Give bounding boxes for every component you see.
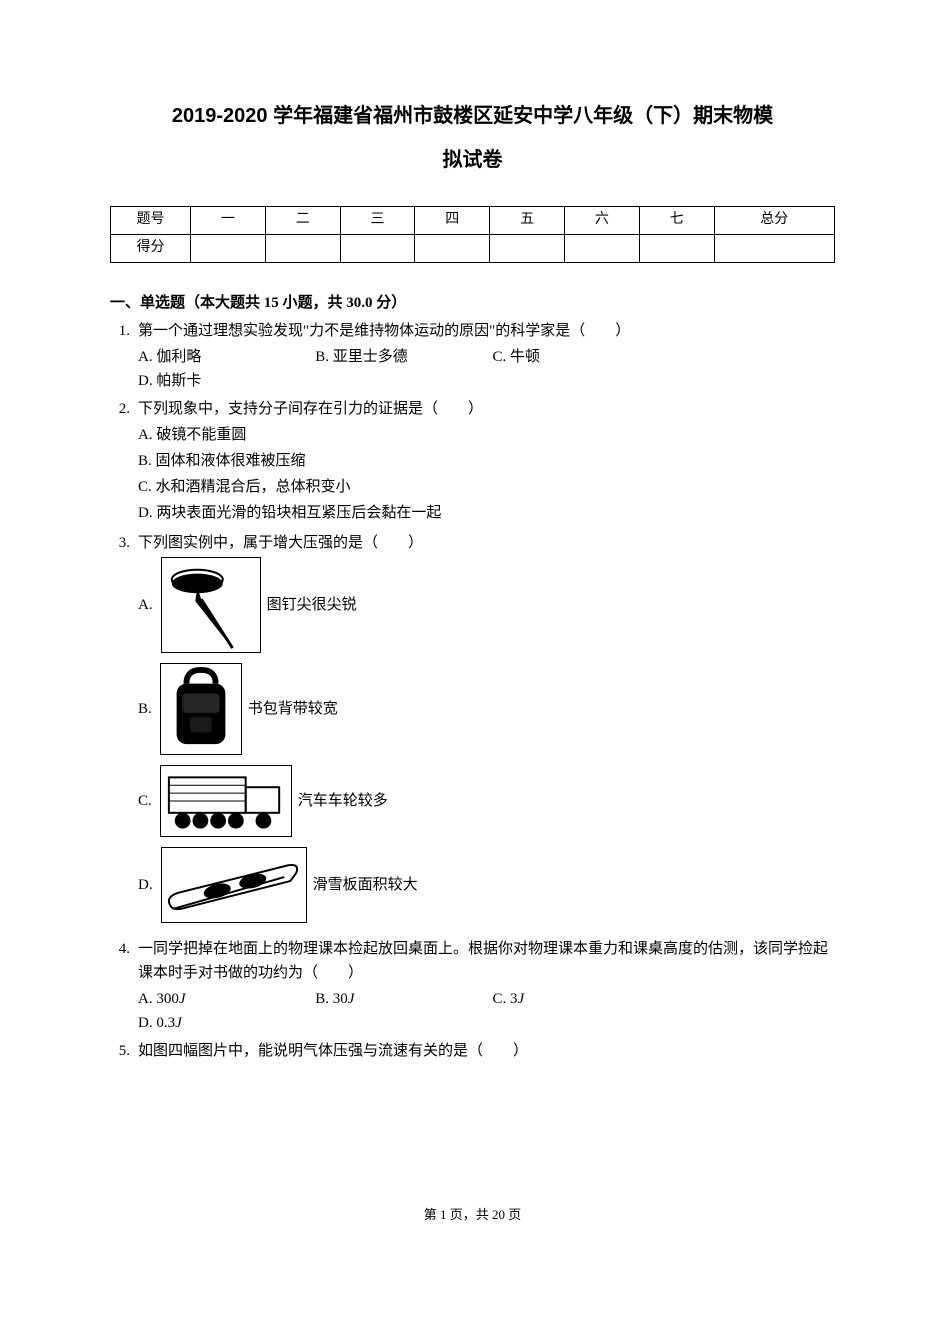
page-footer: 第 1 页，共 20 页 bbox=[110, 1205, 835, 1226]
table-cell bbox=[564, 235, 639, 263]
table-cell bbox=[415, 235, 490, 263]
question-body: 第一个通过理想实验发现"力不是维持物体运动的原因"的科学家是（ ） A. 伽利略… bbox=[138, 319, 835, 393]
table-cell: 六 bbox=[564, 207, 639, 235]
table-cell: 三 bbox=[340, 207, 415, 235]
table-cell: 四 bbox=[415, 207, 490, 235]
question-text: 下列图实例中，属于增大压强的是（ ） bbox=[138, 531, 835, 555]
table-row: 题号 一 二 三 四 五 六 七 总分 bbox=[111, 207, 835, 235]
option-a: A. 300J bbox=[138, 987, 305, 1011]
option-a: A. 图钉尖很尖锐 bbox=[138, 557, 835, 653]
question-body: 下列现象中，支持分子间存在引力的证据是（ ） A. 破镜不能重圆 B. 固体和液… bbox=[138, 397, 835, 527]
table-cell: 二 bbox=[265, 207, 340, 235]
backpack-icon bbox=[160, 663, 242, 755]
page-title-line1: 2019-2020 学年福建省福州市鼓楼区延安中学八年级（下）期末物模 bbox=[110, 100, 835, 132]
option-a: A. 破镜不能重圆 bbox=[138, 423, 825, 447]
option-d: D. 0.3J bbox=[138, 1011, 305, 1035]
ski-icon bbox=[161, 847, 307, 923]
option-label: 书包背带较宽 bbox=[248, 697, 338, 721]
option-letter: A. bbox=[138, 593, 153, 617]
option-c: C. 3J bbox=[493, 987, 660, 1011]
option-c: C. 水和酒精混合后，总体积变小 bbox=[138, 475, 825, 499]
table-cell: 七 bbox=[639, 207, 714, 235]
question-number: 1. bbox=[110, 319, 138, 393]
question-4: 4. 一同学把掉在地面上的物理课本捡起放回桌面上。根据你对物理课本重力和课桌高度… bbox=[110, 937, 835, 1035]
option-letter: B. bbox=[138, 697, 152, 721]
option-a: A. 伽利略 bbox=[138, 345, 305, 369]
question-number: 4. bbox=[110, 937, 138, 1035]
option-d: D. 帕斯卡 bbox=[138, 369, 305, 393]
table-cell bbox=[340, 235, 415, 263]
options-row: A. 伽利略 B. 亚里士多德 C. 牛顿 D. 帕斯卡 bbox=[138, 345, 835, 393]
table-cell bbox=[639, 235, 714, 263]
question-body: 一同学把掉在地面上的物理课本捡起放回桌面上。根据你对物理课本重力和课桌高度的估测… bbox=[138, 937, 835, 1035]
question-2: 2. 下列现象中，支持分子间存在引力的证据是（ ） A. 破镜不能重圆 B. 固… bbox=[110, 397, 835, 527]
table-cell: 题号 bbox=[111, 207, 191, 235]
question-5: 5. 如图四幅图片中，能说明气体压强与流速有关的是（ ） bbox=[110, 1039, 835, 1065]
option-letter: D. bbox=[138, 873, 153, 897]
question-number: 5. bbox=[110, 1039, 138, 1065]
question-text: 如图四幅图片中，能说明气体压强与流速有关的是（ ） bbox=[138, 1039, 835, 1063]
question-body: 如图四幅图片中，能说明气体压强与流速有关的是（ ） bbox=[138, 1039, 835, 1065]
option-c: C. 牛顿 bbox=[493, 345, 660, 369]
section-heading: 一、单选题（本大题共 15 小题，共 30.0 分） bbox=[110, 291, 835, 315]
thumbtack-icon bbox=[161, 557, 261, 653]
question-number: 3. bbox=[110, 531, 138, 933]
question-3: 3. 下列图实例中，属于增大压强的是（ ） A. 图钉尖很尖锐 B. bbox=[110, 531, 835, 933]
option-c: C. 汽车车轮较多 bbox=[138, 765, 835, 837]
table-cell: 五 bbox=[490, 207, 565, 235]
option-b: B. 书包背带较宽 bbox=[138, 663, 835, 755]
table-cell: 总分 bbox=[714, 207, 834, 235]
option-label: 滑雪板面积较大 bbox=[313, 873, 418, 897]
table-cell bbox=[714, 235, 834, 263]
table-cell: 得分 bbox=[111, 235, 191, 263]
table-cell bbox=[265, 235, 340, 263]
option-d: D. 滑雪板面积较大 bbox=[138, 847, 835, 923]
question-text: 第一个通过理想实验发现"力不是维持物体运动的原因"的科学家是（ ） bbox=[138, 319, 835, 343]
question-text: 下列现象中，支持分子间存在引力的证据是（ ） bbox=[138, 397, 835, 421]
question-1: 1. 第一个通过理想实验发现"力不是维持物体运动的原因"的科学家是（ ） A. … bbox=[110, 319, 835, 393]
question-body: 下列图实例中，属于增大压强的是（ ） A. 图钉尖很尖锐 B. bbox=[138, 531, 835, 933]
question-number: 2. bbox=[110, 397, 138, 527]
option-b: B. 亚里士多德 bbox=[315, 345, 482, 369]
option-b: B. 30J bbox=[315, 987, 482, 1011]
option-label: 图钉尖很尖锐 bbox=[267, 593, 357, 617]
truck-icon bbox=[160, 765, 292, 837]
option-letter: C. bbox=[138, 789, 152, 813]
score-table: 题号 一 二 三 四 五 六 七 总分 得分 bbox=[110, 206, 835, 263]
table-row: 得分 bbox=[111, 235, 835, 263]
option-d: D. 两块表面光滑的铅块相互紧压后会黏在一起 bbox=[138, 501, 825, 525]
table-cell: 一 bbox=[191, 207, 266, 235]
option-label: 汽车车轮较多 bbox=[298, 789, 388, 813]
page-title-line2: 拟试卷 bbox=[110, 144, 835, 176]
table-cell bbox=[191, 235, 266, 263]
question-text: 一同学把掉在地面上的物理课本捡起放回桌面上。根据你对物理课本重力和课桌高度的估测… bbox=[138, 937, 835, 985]
table-cell bbox=[490, 235, 565, 263]
option-b: B. 固体和液体很难被压缩 bbox=[138, 449, 825, 473]
options-row: A. 300J B. 30J C. 3J D. 0.3J bbox=[138, 987, 835, 1035]
